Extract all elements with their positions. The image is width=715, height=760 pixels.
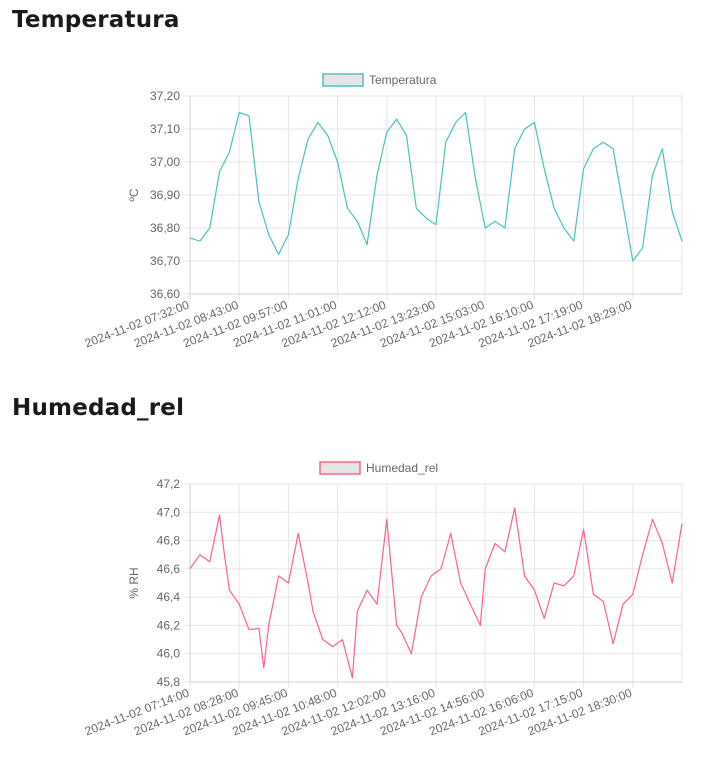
series-line [189, 507, 683, 679]
legend: Temperatura [322, 73, 437, 87]
y-tick-label: 36,60 [150, 287, 180, 301]
legend: Humedad_rel [319, 461, 438, 475]
y-tick-label: 37,10 [150, 122, 180, 136]
y-tick-label: 47,2 [157, 477, 181, 491]
y-tick-label: 36,90 [150, 188, 180, 202]
legend-label: Humedad_rel [366, 461, 438, 475]
y-tick-label: 46,0 [157, 647, 181, 661]
y-tick-label: 37,00 [150, 155, 180, 169]
y-tick-label: 46,2 [157, 618, 181, 632]
y-tick-label: 47,0 [157, 505, 181, 519]
y-tick-label: 36,80 [150, 221, 180, 235]
humidity-chart: Humedad_rel 47,2 47,0 46,8 46,6 46,4 46,2 46,0 4… [83, 461, 683, 738]
section-heading-humedad: Humedad_rel [12, 395, 185, 421]
section-heading-temperatura: Temperatura [12, 7, 180, 33]
legend-swatch [319, 461, 361, 475]
y-axis-title: % RH [127, 567, 141, 598]
series-line [189, 111, 683, 262]
legend-swatch [322, 73, 364, 87]
temperature-chart: Temperatura 37,20 37,10 37,00 36,90 36,80 36,7… [83, 73, 683, 350]
legend-label: Temperatura [369, 73, 437, 87]
y-tick-label: 46,4 [157, 590, 181, 604]
y-tick-label: 46,8 [157, 534, 181, 548]
y-axis-title: ºC [127, 188, 141, 201]
y-tick-label: 46,6 [157, 562, 181, 576]
y-tick-label: 45,8 [157, 675, 181, 689]
y-tick-label: 37,20 [150, 89, 180, 103]
y-tick-label: 36,70 [150, 254, 180, 268]
